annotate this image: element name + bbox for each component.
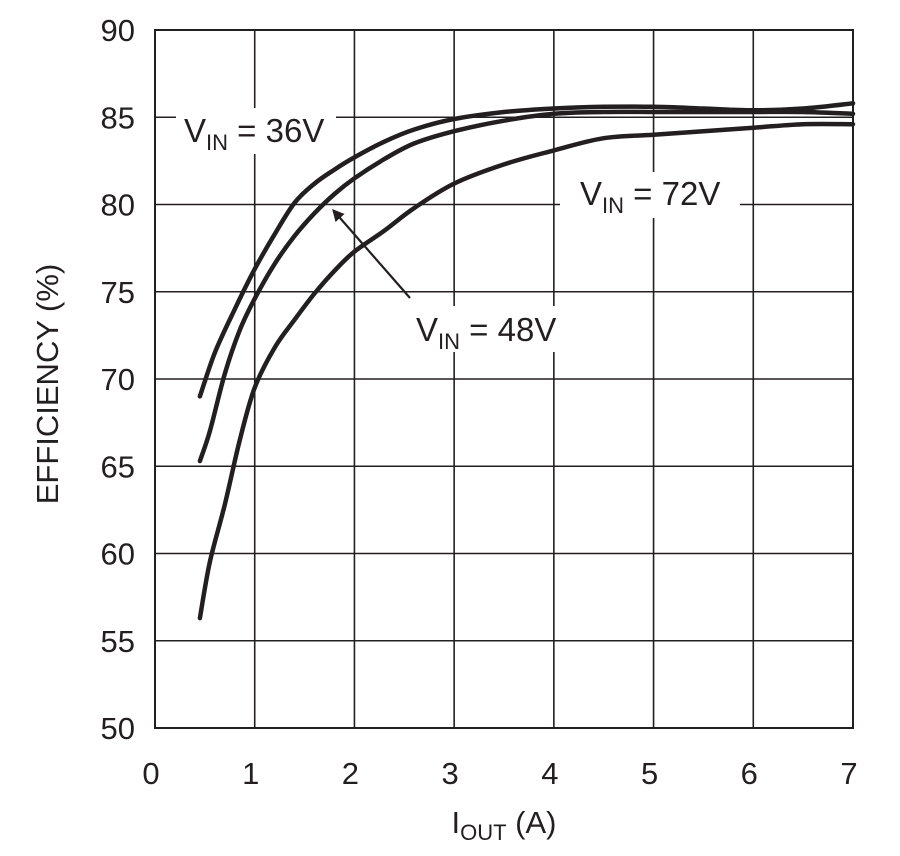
x-axis-label: IOUT (A) — [451, 805, 556, 845]
series-lines — [197, 101, 856, 621]
y-tick-label: 80 — [101, 188, 135, 223]
series-line-vin-72v — [197, 121, 856, 621]
x-tick-label: 7 — [840, 756, 857, 791]
x-tick-label: 4 — [541, 756, 558, 791]
x-tick-label: 2 — [342, 756, 359, 791]
series-line-vin-36v — [197, 101, 856, 399]
x-tick-label: 0 — [142, 756, 159, 791]
x-axis-ticks: 0 1 2 3 4 5 6 7 — [142, 756, 857, 791]
label-36v-background — [176, 108, 336, 154]
y-axis-ticks: 50 55 60 65 70 75 80 85 90 — [101, 13, 135, 746]
y-tick-label: 65 — [101, 449, 135, 484]
y-tick-label: 50 — [101, 711, 135, 746]
x-tick-label: 5 — [641, 756, 658, 791]
x-tick-label: 6 — [741, 756, 758, 791]
plot-frame — [154, 29, 854, 729]
label-48v-background — [404, 306, 572, 352]
label-72v-background — [560, 172, 740, 218]
series-label-48v-arrow — [332, 208, 411, 299]
series-label-48v: VIN = 48V — [416, 311, 556, 354]
series-label-72v: VIN = 72V — [580, 175, 720, 218]
y-axis-label: EFFICIENCY (%) — [30, 264, 65, 505]
series-line-vin-48v — [197, 109, 856, 464]
y-tick-label: 55 — [101, 624, 135, 659]
y-tick-label: 70 — [101, 362, 135, 397]
y-tick-label: 60 — [101, 537, 135, 572]
y-tick-label: 75 — [101, 275, 135, 310]
y-tick-label: 90 — [101, 13, 135, 48]
series-label-36v: VIN = 36V — [184, 112, 324, 155]
x-tick-label: 3 — [442, 756, 459, 791]
y-tick-label: 85 — [101, 100, 135, 135]
grid — [155, 30, 853, 728]
x-tick-label: 1 — [242, 756, 259, 791]
